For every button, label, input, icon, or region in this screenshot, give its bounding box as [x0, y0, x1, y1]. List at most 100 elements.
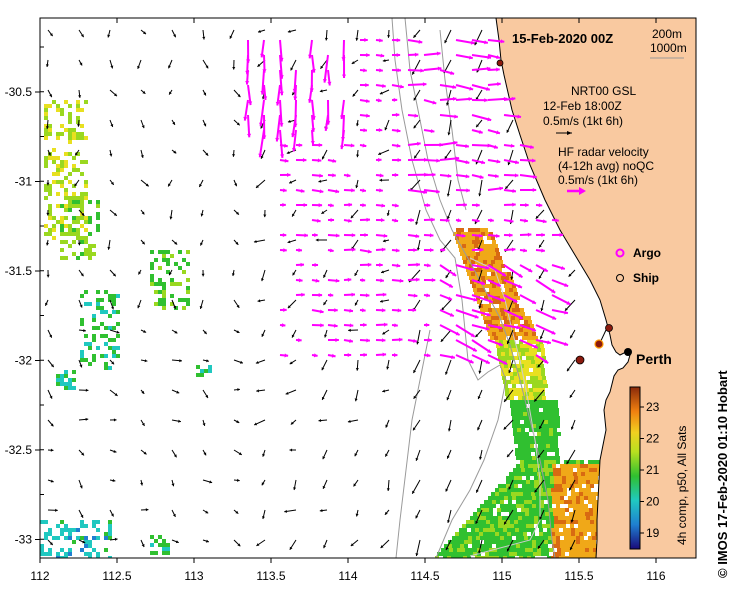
sst-pixel	[552, 536, 556, 540]
sst-pixel	[480, 308, 484, 312]
sst-pixel	[506, 480, 510, 484]
x-tick-label: 114	[338, 569, 357, 583]
sst-pixel	[516, 496, 520, 500]
sst-pixel	[72, 196, 76, 200]
sst-pixel	[592, 496, 596, 500]
sst-pixel	[490, 520, 494, 524]
sst-pixel	[461, 548, 465, 552]
sst-pixel	[460, 540, 464, 544]
sst-pixel	[96, 552, 100, 556]
sst-pixel	[574, 516, 578, 520]
sst-pixel	[543, 408, 547, 412]
sst-pixel	[576, 500, 580, 504]
sst-pixel	[68, 152, 72, 156]
sst-pixel	[498, 292, 502, 296]
sst-pixel	[60, 240, 64, 244]
sst-pixel	[60, 216, 64, 220]
sst-pixel	[48, 184, 52, 188]
sst-pixel	[530, 480, 534, 484]
sst-pixel	[514, 520, 518, 524]
sst-pixel	[502, 356, 506, 360]
sst-pixel	[536, 496, 540, 500]
sst-pixel	[68, 536, 72, 540]
sst-pixel	[84, 536, 88, 540]
sst-pixel	[516, 500, 520, 504]
credit-text: © IMOS 17-Feb-2020 01:10 Hobart	[715, 370, 730, 578]
sst-pixel	[88, 544, 92, 548]
sst-pixel	[465, 552, 469, 556]
sst-pixel	[476, 544, 480, 548]
sst-pixel	[575, 528, 579, 532]
sst-pixel	[563, 492, 567, 496]
sst-pixel	[496, 252, 500, 256]
sst-pixel	[52, 172, 56, 176]
sst-pixel	[520, 500, 524, 504]
sst-pixel	[590, 520, 594, 524]
sst-pixel	[108, 294, 112, 298]
sst-pixel	[208, 369, 212, 373]
sst-pixel	[540, 496, 544, 500]
sst-pixel	[68, 116, 72, 120]
sst-pixel	[516, 308, 520, 312]
sst-pixel	[162, 250, 166, 254]
sst-pixel	[464, 540, 468, 544]
sst-pixel	[76, 168, 80, 172]
sst-pixel	[547, 408, 551, 412]
sst-pixel	[554, 436, 558, 440]
ship-marker[interactable]	[606, 325, 613, 332]
sst-pixel	[534, 480, 538, 484]
sst-pixel	[492, 496, 496, 500]
sst-pixel	[484, 540, 488, 544]
sst-pixel	[532, 500, 536, 504]
sst-pixel	[555, 528, 559, 532]
sst-pixel	[96, 346, 100, 350]
sst-pixel	[503, 492, 507, 496]
sst-pixel	[528, 456, 532, 460]
sst-pixel	[545, 552, 549, 556]
ship-marker[interactable]	[595, 340, 603, 348]
sst-pixel	[487, 316, 491, 320]
sst-pixel	[44, 536, 48, 540]
sst-pixel	[88, 248, 92, 252]
sst-pixel	[510, 520, 514, 524]
sst-pixel	[547, 448, 551, 452]
sst-pixel	[488, 540, 492, 544]
ship-marker[interactable]	[497, 60, 503, 66]
sst-pixel	[495, 532, 499, 536]
sst-pixel	[526, 524, 530, 528]
sst-pixel	[524, 544, 528, 548]
sst-pixel	[589, 508, 593, 512]
sst-pixel	[579, 492, 583, 496]
sst-pixel	[60, 224, 64, 228]
sst-pixel	[591, 492, 595, 496]
sst-pixel	[60, 248, 64, 252]
sst-pixel	[466, 244, 470, 248]
sst-pixel	[64, 160, 68, 164]
sst-pixel	[493, 300, 497, 304]
sst-pixel	[534, 476, 538, 480]
sst-pixel	[52, 216, 56, 220]
model-time: 12-Feb 18:00Z	[543, 99, 622, 113]
sst-pixel	[533, 468, 537, 472]
sst-pixel	[523, 452, 527, 456]
sst-pixel	[521, 432, 525, 436]
sst-pixel	[496, 544, 500, 548]
sst-pixel	[524, 424, 528, 428]
sst-pixel	[48, 204, 52, 208]
sst-pixel	[456, 544, 460, 548]
sst-pixel	[491, 492, 495, 496]
sst-pixel	[592, 504, 596, 508]
ship-marker[interactable]	[576, 356, 584, 364]
sst-pixel	[538, 444, 542, 448]
sst-pixel	[558, 524, 562, 528]
sst-pixel	[543, 380, 547, 384]
sst-pixel	[532, 332, 536, 336]
sst-pixel	[583, 492, 587, 496]
sst-pixel	[519, 528, 523, 532]
sst-pixel	[580, 500, 584, 504]
sst-pixel	[483, 272, 487, 276]
sst-pixel	[531, 492, 535, 496]
sst-pixel	[158, 298, 162, 302]
sst-pixel	[507, 328, 511, 332]
